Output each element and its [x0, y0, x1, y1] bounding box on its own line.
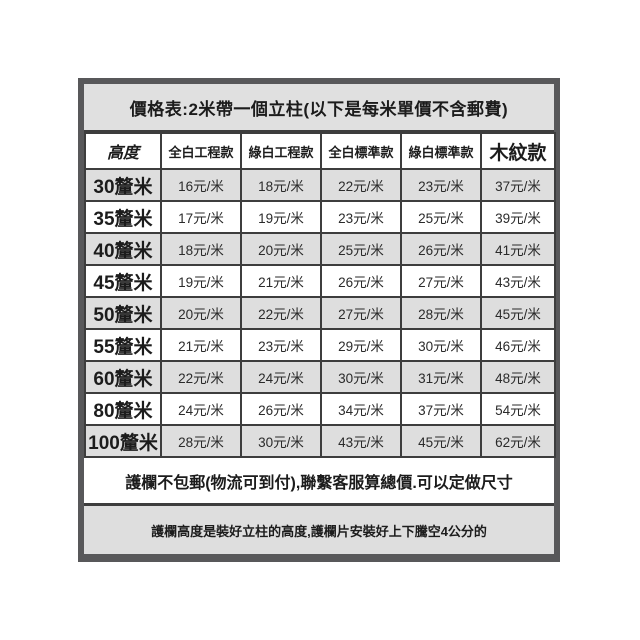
price-cell: 26元/米: [320, 264, 402, 298]
price-table-header-row: 高度 全白工程款 綠白工程款 全白標準款 綠白標準款 木紋款: [84, 132, 556, 170]
price-cell: 26元/米: [240, 392, 322, 426]
height-cell: 45釐米: [84, 264, 162, 298]
height-cell: 30釐米: [84, 168, 162, 202]
price-cell: 18元/米: [160, 232, 242, 266]
price-table-body: 30釐米 16元/米 18元/米 22元/米 23元/米 37元/米 35釐米 17元/米 19…: [84, 168, 556, 458]
price-cell: 31元/米: [400, 360, 482, 394]
height-cell: 60釐米: [84, 360, 162, 394]
price-cell: 23元/米: [240, 328, 322, 362]
price-row: 45釐米 19元/米 21元/米 26元/米 27元/米 43元/米: [84, 264, 556, 298]
price-row: 50釐米 20元/米 22元/米 27元/米 28元/米 45元/米: [84, 296, 556, 330]
column-header-3: 全白標準款: [320, 132, 402, 170]
price-cell: 16元/米: [160, 168, 242, 202]
price-cell: 25元/米: [400, 200, 482, 234]
price-cell: 54元/米: [480, 392, 556, 426]
price-cell: 45元/米: [400, 424, 482, 458]
price-cell: 28元/米: [400, 296, 482, 330]
price-row: 100釐米 28元/米 30元/米 43元/米 45元/米 62元/米: [84, 424, 556, 458]
price-row: 55釐米 21元/米 23元/米 29元/米 30元/米 46元/米: [84, 328, 556, 362]
column-header-2: 綠白工程款: [240, 132, 322, 170]
column-header-5: 木紋款: [480, 132, 556, 170]
price-cell: 45元/米: [480, 296, 556, 330]
price-cell: 24元/米: [160, 392, 242, 426]
height-cell: 55釐米: [84, 328, 162, 362]
price-table: 高度 全白工程款 綠白工程款 全白標準款 綠白標準款 木紋款 30釐米 16元/米 18元/米…: [84, 132, 556, 458]
price-cell: 17元/米: [160, 200, 242, 234]
column-header-4: 綠白標準款: [400, 132, 482, 170]
price-row: 80釐米 24元/米 26元/米 34元/米 37元/米 54元/米: [84, 392, 556, 426]
price-cell: 34元/米: [320, 392, 402, 426]
price-cell: 22元/米: [160, 360, 242, 394]
price-cell: 30元/米: [400, 328, 482, 362]
price-row: 60釐米 22元/米 24元/米 30元/米 31元/米 48元/米: [84, 360, 556, 394]
price-cell: 19元/米: [160, 264, 242, 298]
price-cell: 22元/米: [320, 168, 402, 202]
price-cell: 28元/米: [160, 424, 242, 458]
price-cell: 18元/米: [240, 168, 322, 202]
price-cell: 25元/米: [320, 232, 402, 266]
price-cell: 27元/米: [400, 264, 482, 298]
price-cell: 48元/米: [480, 360, 556, 394]
price-cell: 23元/米: [320, 200, 402, 234]
price-cell: 43元/米: [480, 264, 556, 298]
price-cell: 19元/米: [240, 200, 322, 234]
price-cell: 23元/米: [400, 168, 482, 202]
price-cell: 37元/米: [480, 168, 556, 202]
column-header-1: 全白工程款: [160, 132, 242, 170]
height-cell: 100釐米: [84, 424, 162, 458]
price-cell: 30元/米: [320, 360, 402, 394]
price-row: 35釐米 17元/米 19元/米 23元/米 25元/米 39元/米: [84, 200, 556, 234]
price-cell: 20元/米: [160, 296, 242, 330]
price-cell: 39元/米: [480, 200, 556, 234]
price-row: 30釐米 16元/米 18元/米 22元/米 23元/米 37元/米: [84, 168, 556, 202]
installation-height-note: 護欄高度是裝好立柱的高度,護欄片安裝好上下騰空4公分的: [84, 503, 554, 554]
price-row: 40釐米 18元/米 20元/米 25元/米 26元/米 41元/米: [84, 232, 556, 266]
price-cell: 20元/米: [240, 232, 322, 266]
price-table-title: 價格表:2米帶一個立柱(以下是每米單價不含郵費): [84, 84, 554, 132]
price-cell: 41元/米: [480, 232, 556, 266]
height-cell: 80釐米: [84, 392, 162, 426]
height-cell: 50釐米: [84, 296, 162, 330]
price-cell: 62元/米: [480, 424, 556, 458]
price-poster-frame: 價格表:2米帶一個立柱(以下是每米單價不含郵費) 高度 全白工程款 綠白工程款 全白標…: [78, 78, 560, 562]
column-header-height: 高度: [84, 132, 162, 170]
price-cell: 21元/米: [240, 264, 322, 298]
price-cell: 24元/米: [240, 360, 322, 394]
price-cell: 22元/米: [240, 296, 322, 330]
height-cell: 35釐米: [84, 200, 162, 234]
price-cell: 43元/米: [320, 424, 402, 458]
shipping-note: 護欄不包郵(物流可到付),聯繫客服算總價.可以定做尺寸: [84, 458, 554, 503]
price-cell: 46元/米: [480, 328, 556, 362]
price-cell: 30元/米: [240, 424, 322, 458]
height-cell: 40釐米: [84, 232, 162, 266]
price-cell: 21元/米: [160, 328, 242, 362]
price-cell: 37元/米: [400, 392, 482, 426]
price-cell: 27元/米: [320, 296, 402, 330]
price-cell: 29元/米: [320, 328, 402, 362]
price-cell: 26元/米: [400, 232, 482, 266]
